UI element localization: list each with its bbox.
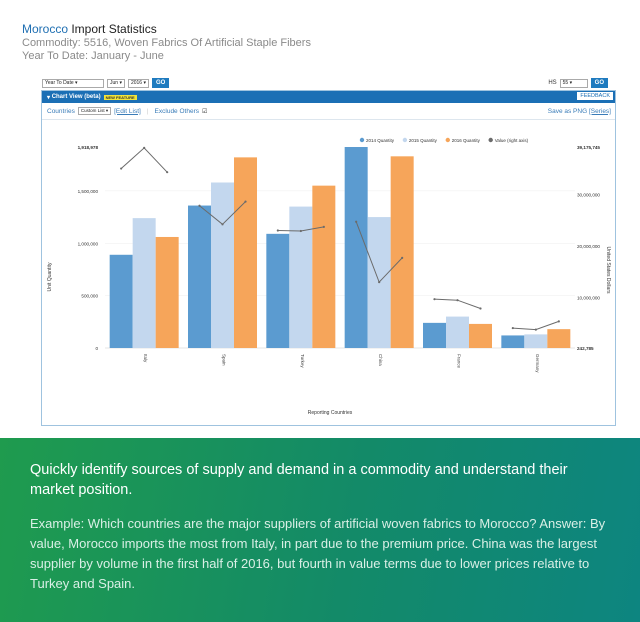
country-name: Morocco — [22, 22, 69, 36]
caption-panel: Quickly identify sources of supply and d… — [0, 438, 640, 622]
value-point — [511, 326, 514, 330]
x-tick-label: Italy — [143, 354, 148, 363]
hs-go-button[interactable]: GO — [590, 78, 608, 88]
value-point — [378, 281, 381, 284]
new-feature-badge: NEW FEATURE — [103, 94, 137, 100]
chart-toolbar: Countries Custom List ▾ [Edit List] | Ex… — [42, 103, 615, 120]
legend-swatch — [488, 137, 493, 143]
commodity-line: Commodity: 5516, Woven Fabrics Of Artifi… — [22, 37, 311, 49]
x-tick-label: France — [457, 354, 462, 369]
bar-turkey-3 — [312, 185, 336, 348]
bar-germany-1 — [501, 335, 525, 348]
bar-france-3 — [469, 323, 492, 348]
save-png-label[interactable]: Save as PNG — [547, 107, 588, 115]
right-axis-title: United States Dollars — [605, 247, 611, 294]
value-point — [456, 299, 459, 302]
right-tick-label: 39,175,745 — [577, 145, 600, 150]
hs-controls: HS 55 ▾ GO — [548, 78, 608, 88]
exclude-others-checkbox[interactable]: ☑ — [201, 108, 208, 115]
bar-italy-1 — [109, 254, 133, 348]
bar-germany-3 — [547, 329, 571, 348]
x-tick-label: Turkey — [300, 354, 305, 368]
caption-lead: Quickly identify sources of supply and d… — [30, 462, 568, 498]
bar-germany-2 — [524, 334, 548, 348]
value-point — [143, 146, 146, 150]
value-point — [401, 256, 404, 259]
right-tick-label: 10,000,000 — [577, 296, 600, 301]
value-line-italy — [120, 147, 168, 173]
period-line: Year To Date: January - June — [22, 50, 164, 62]
left-tick-label: 1,500,000 — [78, 189, 99, 194]
filter-controls: Year To Date ▾ Jun ▾ 2016 ▾ GO — [42, 78, 170, 88]
x-tick-label: China — [378, 354, 383, 366]
value-point — [120, 167, 123, 170]
legend-swatch — [445, 137, 450, 143]
value-point — [221, 223, 224, 226]
bar-spain-1 — [188, 205, 211, 348]
legend-label: Value (right axis) — [495, 138, 529, 143]
exclude-others-label: Exclude Others — [154, 107, 199, 115]
left-tick-label: 0 — [95, 346, 98, 351]
chart-view-bar: ▾ Chart View (beta) NEW FEATURE FEEDBACK — [42, 91, 615, 103]
x-axis-title: Reporting Countries — [308, 410, 353, 416]
value-point — [244, 200, 247, 203]
right-tick-label: 30,000,000 — [577, 192, 600, 197]
value-point — [276, 229, 279, 232]
legend-label: 2016 Quantity — [452, 138, 481, 143]
left-axis-title: Unit Quantity — [47, 262, 53, 291]
countries-label: Countries — [47, 107, 75, 115]
x-tick-label: Spain — [222, 354, 227, 366]
legend-swatch — [402, 137, 408, 143]
value-point — [534, 328, 537, 331]
value-line-germany — [512, 320, 560, 331]
value-point — [355, 220, 358, 223]
value-point — [433, 298, 436, 301]
hs-label: HS — [548, 80, 557, 86]
value-point — [166, 171, 169, 174]
legend-swatch — [359, 137, 365, 143]
feedback-button[interactable]: FEEDBACK — [577, 92, 613, 100]
bar-france-2 — [446, 316, 469, 348]
go-button[interactable]: GO — [152, 78, 170, 88]
bar-spain-3 — [234, 157, 257, 348]
bar-italy-3 — [155, 236, 179, 348]
countries-select[interactable]: Custom List ▾ — [77, 107, 112, 115]
hs-select[interactable]: 55 ▾ — [559, 78, 588, 88]
title-text: Import Statistics — [68, 22, 157, 36]
chart-view-label: Chart View (beta) — [51, 94, 101, 100]
left-tick-label: 1,918,978 — [78, 145, 99, 150]
caption-body: Example: Which countries are the major s… — [30, 516, 606, 591]
value-point — [198, 204, 201, 207]
period-select[interactable]: Year To Date ▾ — [42, 78, 104, 88]
month-select[interactable]: Jun ▾ — [107, 78, 125, 88]
bar-italy-2 — [132, 218, 156, 348]
left-tick-label: 500,000 — [81, 294, 98, 299]
bar-spain-2 — [211, 182, 234, 348]
collapse-icon[interactable]: ▾ — [47, 94, 52, 101]
value-point — [557, 320, 560, 323]
value-point — [299, 229, 302, 233]
bar-france-1 — [423, 322, 446, 348]
year-select[interactable]: 2016 ▾ — [127, 78, 149, 88]
x-tick-label: Germany — [535, 354, 540, 373]
left-tick-label: 1,000,000 — [78, 241, 99, 246]
legend-label: 2015 Quantity — [409, 138, 438, 143]
value-point — [479, 307, 482, 310]
right-tick-label: 242,785 — [577, 346, 594, 351]
bar-china-3 — [390, 156, 414, 348]
right-tick-label: 20,000,000 — [577, 244, 600, 249]
series-link[interactable]: [Series] — [588, 107, 611, 115]
chart-svg: 1,918,978 1,500,000 1,000,000 500,000 0 39,17… — [47, 137, 611, 416]
value-point — [322, 225, 325, 228]
bar-turkey-1 — [266, 233, 290, 348]
page-title: Morocco Import Statistics — [22, 22, 311, 37]
bar-china-1 — [344, 147, 368, 348]
bar-turkey-2 — [289, 206, 313, 348]
legend-label: 2014 Quantity — [366, 138, 395, 143]
edit-list-link[interactable]: [Edit List] — [114, 107, 141, 115]
page-header: Morocco Import Statistics Commodity: 551… — [22, 22, 311, 63]
